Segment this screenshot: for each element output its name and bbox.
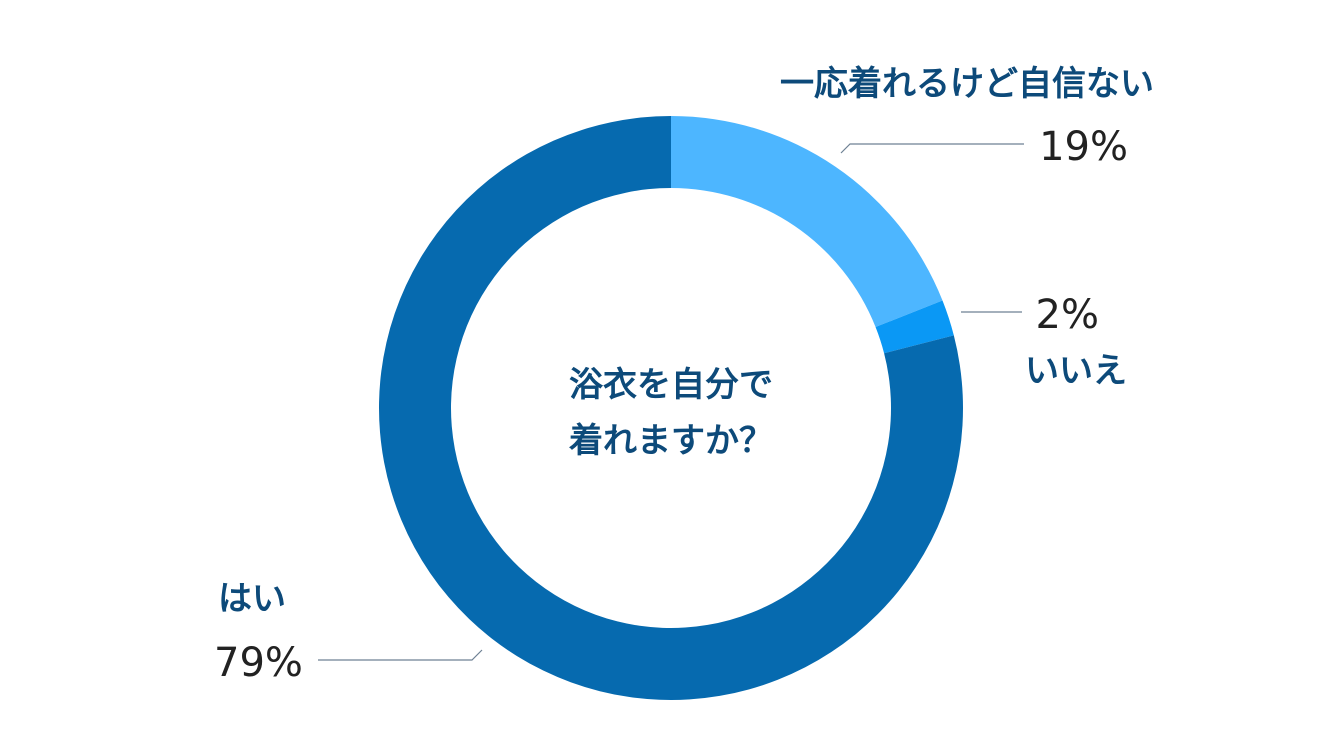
slice-unsure: [671, 116, 943, 328]
center-title-line-1: 浴衣を自分で: [569, 365, 773, 405]
slice-no: [875, 300, 954, 354]
center-title-line-2: 着れますか？: [568, 421, 773, 461]
value-label-unsure: 19%: [1039, 124, 1128, 170]
label-no: いいえ: [1025, 351, 1127, 391]
value-label-no: 2%: [1036, 292, 1099, 338]
value-label-yes: 79%: [214, 640, 303, 686]
label-yes: はい: [218, 579, 286, 619]
leader-line-unsure: [840, 143, 1024, 154]
leader-line-yes: [318, 649, 483, 661]
label-unsure: 一応着れるけど自信ない: [780, 64, 1154, 104]
